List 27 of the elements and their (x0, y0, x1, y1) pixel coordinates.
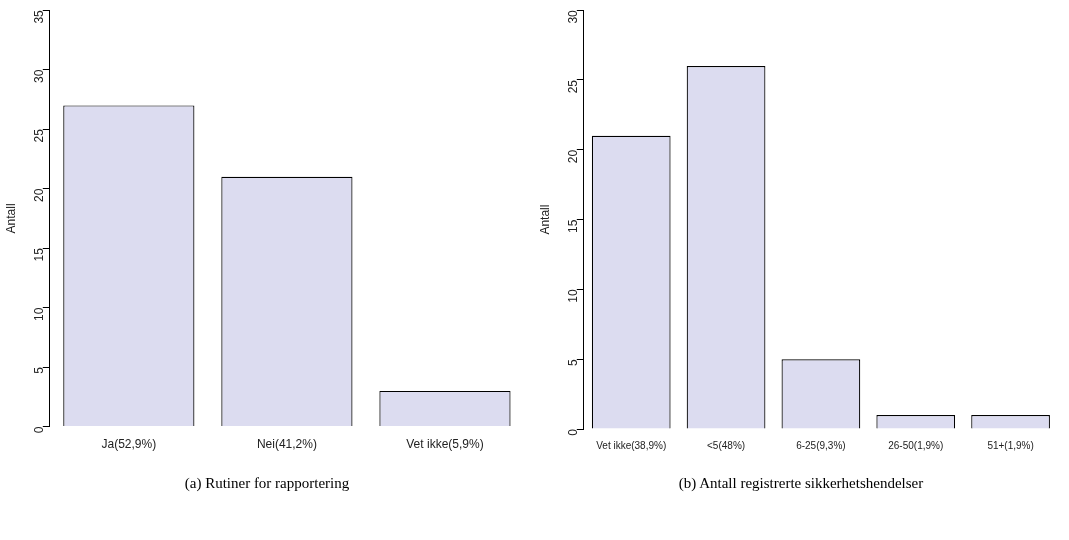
y-tick-label: 15 (566, 219, 581, 233)
x-tick-label: <5(48%) (707, 439, 746, 451)
x-tick-label: Nei(41,2%) (256, 437, 317, 452)
text: (a) Rutiner for rapportering (183, 475, 351, 492)
y-axis-title: Antall (537, 204, 552, 235)
x-tick-label: Vet ikke(5,9%) (406, 437, 484, 452)
y-tick-label: 30 (566, 9, 581, 24)
x-tick-label: 26-50(1,9%) (888, 439, 944, 451)
y-tick-label: 20 (566, 149, 581, 164)
y-tick-label: 25 (32, 128, 47, 143)
y-tick-label: 5 (566, 358, 581, 366)
y-tick-label: 10 (32, 307, 47, 321)
y-tick-label: 15 (32, 247, 47, 262)
y-tick-label: 0 (32, 426, 47, 434)
x-tick-label: Ja(52,9%) (101, 437, 157, 452)
y-tick-label: 30 (32, 69, 47, 84)
y-tick-label: 5 (32, 366, 47, 374)
text: (b) Antall registrerte sikkerhetshendelser (677, 475, 925, 492)
y-tick-label: 25 (566, 79, 581, 94)
y-tick-label: 20 (32, 188, 47, 203)
x-tick-label: Vet ikke(38,9%) (596, 439, 667, 451)
x-tick-label: 51+(1,9%) (987, 439, 1034, 451)
x-tick-label: 6-25(9,3%) (796, 439, 846, 451)
y-tick-label: 0 (566, 428, 581, 436)
y-tick-label: 35 (32, 9, 47, 24)
y-axis-title: Antall (3, 203, 18, 234)
y-tick-label: 10 (566, 289, 581, 303)
